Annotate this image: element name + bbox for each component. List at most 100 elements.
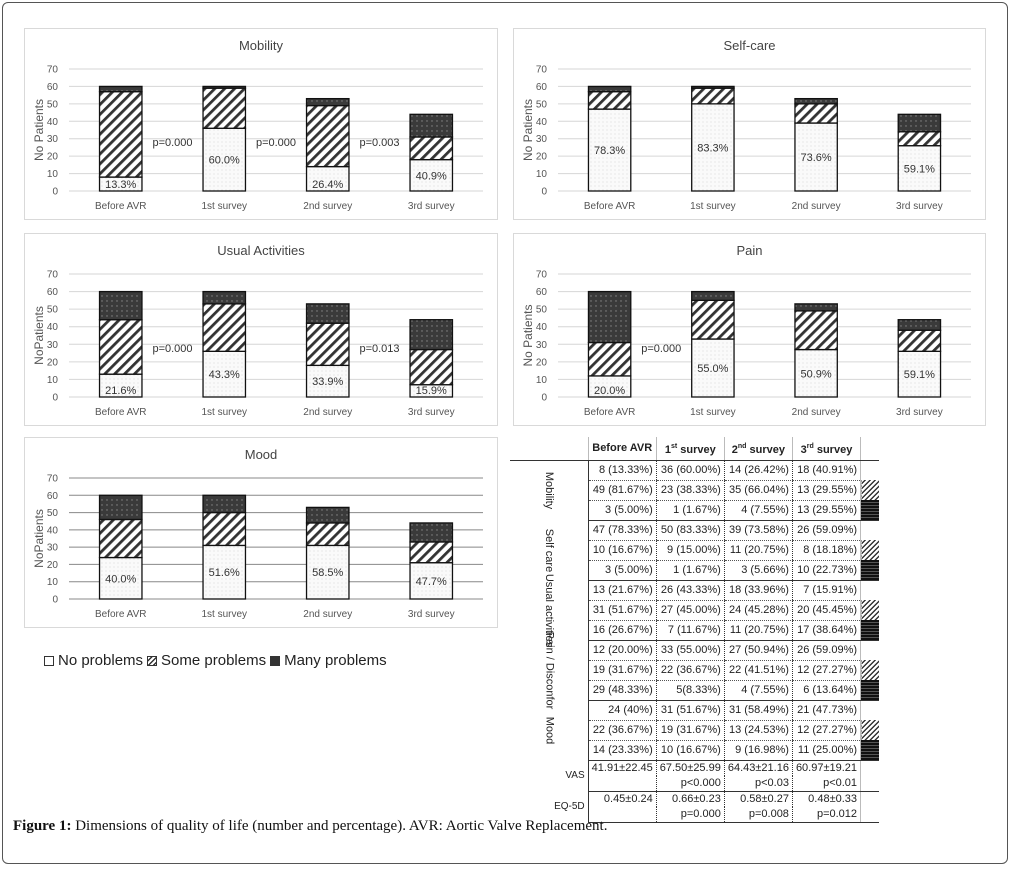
- table-row: 10 (16.67%) 9 (15.00%) 11 (20.75%) 8 (18.18…: [510, 540, 880, 561]
- table-cell: 20 (45.45%): [791, 600, 861, 621]
- bar-segment-no-problems: [305, 165, 350, 192]
- column-header: Before AVR: [587, 437, 657, 461]
- some-problems-swatch-icon: [147, 655, 158, 666]
- bar-segment-some-problems: [305, 522, 350, 547]
- x-tick-label: 2nd survey: [303, 609, 352, 620]
- y-tick-label: 30: [47, 543, 59, 554]
- pattern-column-header: [860, 437, 880, 461]
- table-cell: 3 (5.00%): [587, 560, 657, 581]
- table-cell: 7 (11.67%): [655, 620, 725, 641]
- chart-title: Self-care: [723, 38, 775, 53]
- chart-title: Usual Activities: [217, 243, 305, 258]
- bar-segment-some-problems: [98, 518, 143, 559]
- y-axis-label: NoPatients: [32, 509, 46, 568]
- bar-data-label: 33.9%: [312, 376, 343, 388]
- bar-segment-some-problems: [691, 87, 735, 105]
- bar-data-label: 59.1%: [904, 369, 935, 381]
- many-problems-swatch-icon: [270, 655, 281, 666]
- legend-label: No problems: [58, 652, 144, 669]
- table-corner: [510, 437, 589, 461]
- bar-segment-no-problems: [897, 350, 942, 398]
- x-tick-label: 3rd survey: [408, 407, 455, 418]
- chart-self-care: Self-care 0 10 20 30 40 50 60 70 No Patients 78.3%…: [513, 28, 986, 220]
- bar-data-label: 73.6%: [801, 152, 832, 164]
- y-tick-label: 30: [47, 340, 59, 351]
- table-cell: 11 (20.75%): [723, 540, 793, 561]
- x-tick-label: 2nd survey: [792, 407, 841, 418]
- x-tick-label: 2nd survey: [303, 407, 352, 418]
- y-tick-label: 60: [536, 82, 548, 93]
- y-tick-label: 70: [536, 270, 548, 281]
- table-cell: 1 (1.67%): [655, 500, 725, 521]
- metric-value: 60.97±19.21: [791, 760, 861, 776]
- table-cell: 14 (23.33%): [587, 740, 657, 761]
- caption-text: Dimensions of quality of life (number an…: [71, 818, 608, 834]
- y-tick-label: 50: [536, 305, 548, 316]
- table-cell: 9 (15.00%): [655, 540, 725, 561]
- some-problems-pattern-icon: [860, 480, 880, 501]
- y-tick-label: 40: [536, 322, 548, 333]
- bar-data-label: 58.5%: [312, 567, 343, 579]
- bar-data-label: 50.9%: [801, 368, 832, 380]
- x-tick-label: Before AVR: [95, 201, 147, 212]
- table-cell: 33 (55.00%): [655, 640, 725, 661]
- x-tick-label: Before AVR: [95, 407, 147, 418]
- bar-data-label: 40.0%: [105, 573, 136, 585]
- table-row: 22 (36.67%) 19 (31.67%) 13 (24.53%) 12 (27.…: [510, 720, 880, 741]
- metric-pvalue: [587, 775, 657, 792]
- y-tick-label: 20: [536, 152, 548, 163]
- y-tick-label: 60: [47, 287, 59, 298]
- chart-title: Mood: [245, 447, 278, 462]
- y-tick-label: 20: [47, 357, 59, 368]
- table-cell: 7 (15.91%): [791, 580, 861, 601]
- table-cell: 13 (24.53%): [723, 720, 793, 741]
- many-problems-pattern-icon: [860, 560, 880, 581]
- table-cell: 12 (20.00%): [587, 640, 657, 661]
- column-header: 2nd survey: [723, 437, 793, 461]
- x-tick-label: 3rd survey: [896, 201, 943, 212]
- table-cell: 11 (20.75%): [723, 620, 793, 641]
- bar-segment-some-problems: [202, 511, 247, 547]
- table-row: 31 (51.67%) 27 (45.00%) 24 (45.28%) 20 (45.…: [510, 600, 880, 621]
- row-group-label-text: Self care: [543, 528, 556, 572]
- bar-segment-some-problems: [202, 87, 247, 129]
- bar-segment-no-problems: [305, 544, 350, 600]
- bar-segment-some-problems: [305, 104, 350, 168]
- table-cell: 31 (51.67%): [655, 700, 725, 721]
- table-cell: 47 (78.33%): [587, 520, 657, 541]
- legend-item-some-problems: Some problems: [147, 652, 266, 669]
- chart-pain: Pain 0 10 20 30 40 50 60 70 No Patients 20.0% Befor…: [513, 233, 986, 426]
- bar-segment-many-problems: [202, 494, 247, 514]
- figure-caption: Figure 1: Dimensions of quality of life …: [13, 818, 607, 835]
- y-tick-label: 60: [47, 491, 59, 502]
- bar-segment-no-problems: [409, 562, 454, 600]
- x-tick-label: 3rd survey: [408, 609, 455, 620]
- table-cell: 24 (45.28%): [723, 600, 793, 621]
- chart-svg: Mood 0 10 20 30 40 50 60 70 NoPatients 40.0% Before…: [32, 447, 483, 620]
- many-problems-pattern-icon: [860, 500, 880, 521]
- metric-row: p=0.000 p=0.008 p=0.012: [510, 806, 880, 823]
- legend-item-many-problems: Many problems: [270, 652, 387, 669]
- chart-svg: Pain 0 10 20 30 40 50 60 70 No Patients 20.0% Befor…: [521, 243, 971, 418]
- table-cell: 12 (27.27%): [791, 660, 861, 681]
- y-tick-label: 40: [47, 117, 59, 128]
- table-row: 3 (5.00%) 1 (1.67%) 3 (5.66%) 10 (22.73%): [510, 560, 880, 581]
- column-header: 3rd survey: [791, 437, 861, 461]
- many-problems-pattern-icon: [860, 620, 880, 641]
- row-group-label: Pain / Disconfor: [510, 631, 589, 709]
- table-cell: 26 (59.09%): [791, 640, 861, 661]
- bar-segment-no-problems: [587, 108, 632, 192]
- y-tick-label: 60: [536, 287, 548, 298]
- y-tick-label: 10: [47, 375, 59, 386]
- legend-label: Some problems: [161, 652, 267, 669]
- metric-value: 0.45±0.24: [587, 791, 657, 807]
- table-row: Usual activities 13 (21.67%) 26 (43.33%) 18…: [510, 573, 880, 647]
- legend-label: Many problems: [284, 652, 387, 669]
- bar-data-label: 15.9%: [416, 385, 447, 397]
- table-cell: 39 (73.58%): [723, 520, 793, 541]
- bar-segment-many-problems: [305, 506, 350, 524]
- table-cell: 50 (83.33%): [655, 520, 725, 541]
- bar-segment-no-problems: [202, 127, 247, 192]
- bar-data-label: 83.3%: [697, 142, 728, 154]
- metric-label: VAS: [510, 760, 589, 792]
